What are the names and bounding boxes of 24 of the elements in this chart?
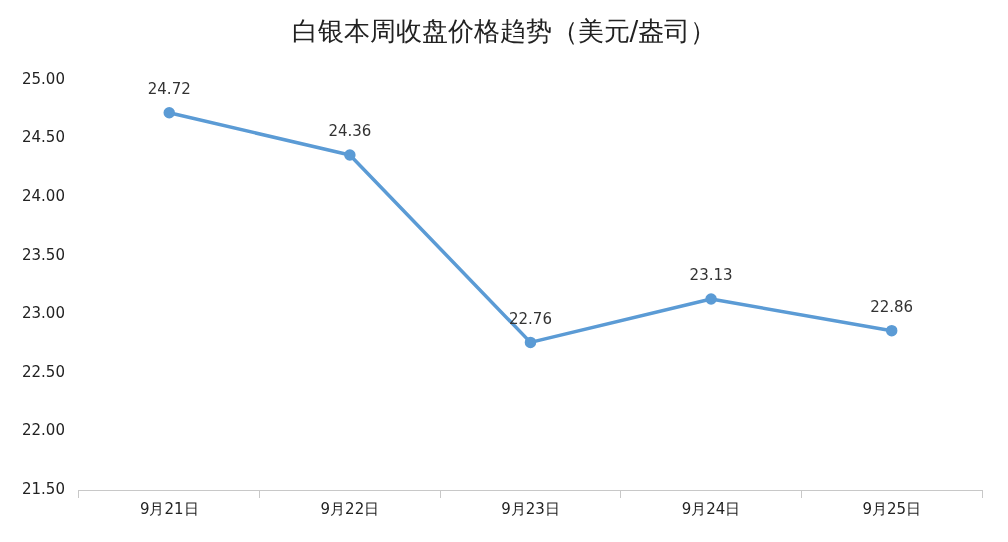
data-label: 24.36 [328,122,372,141]
point [524,336,537,349]
point [163,107,175,119]
y-tick-label: 23.00 [21,304,65,323]
point [344,149,356,161]
x-tick-label: 9月22日 [320,499,380,518]
x-tick-label: 9月21日 [139,499,199,518]
data-label: 22.86 [870,298,914,317]
y-tick-label: 24.50 [21,128,65,147]
data-label: 24.72 [147,80,191,99]
y-tick-label: 24.00 [21,187,65,206]
data-label: 23.13 [689,266,733,285]
y-tick-label: 22.00 [21,421,65,440]
data-label: 22.76 [508,309,552,328]
y-tick-label: 21.50 [21,479,65,498]
x-tick-label: 9月23日 [501,499,560,518]
y-tick-label: 23.50 [21,245,65,264]
x-tick-label: 9月25日 [862,499,922,518]
y-tick-label: 25.00 [21,69,65,88]
y-tick-label: 22.50 [21,362,65,381]
point [705,293,717,305]
chart-title: 白银本周收盘价格趋势（美元/盎司） [290,15,718,48]
point [885,324,898,337]
x-tick-label: 9月24日 [681,499,741,518]
